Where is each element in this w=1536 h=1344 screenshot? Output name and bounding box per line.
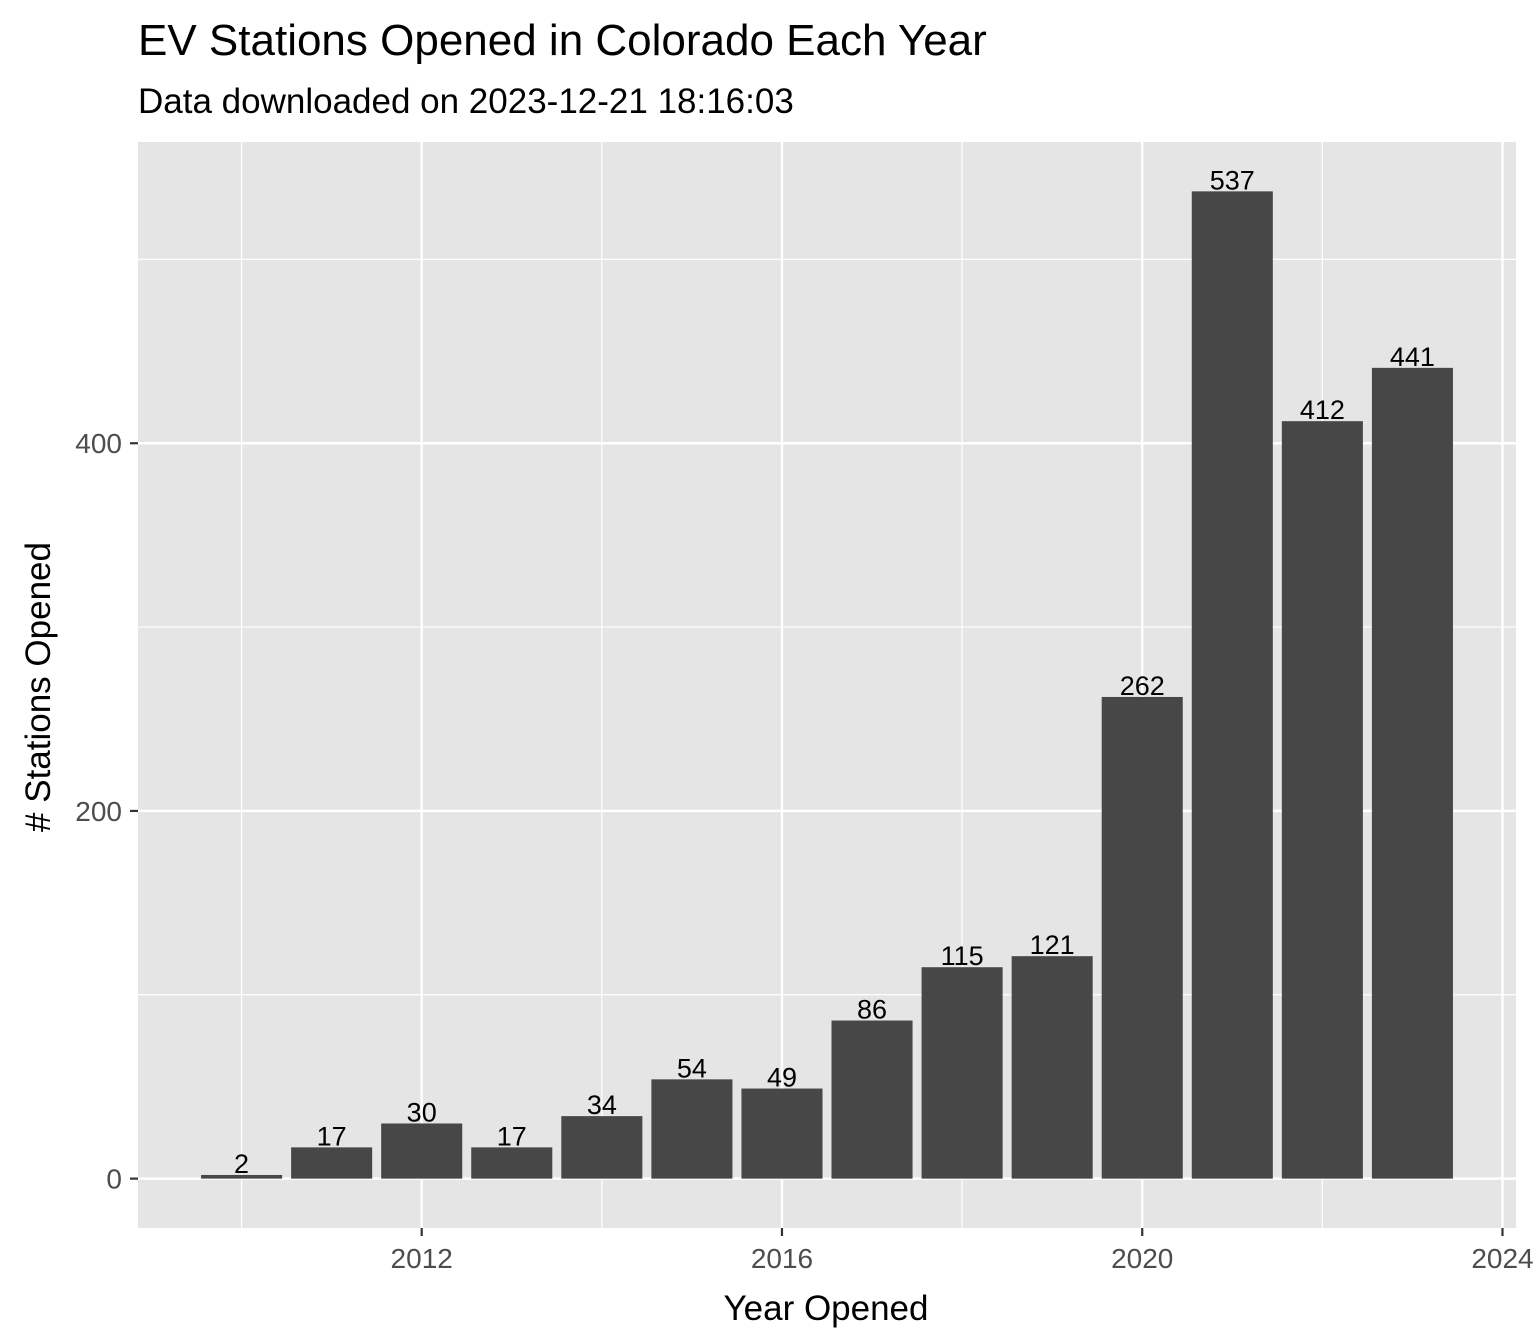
data-label-2019: 121	[1030, 930, 1075, 960]
data-label-2016: 49	[767, 1063, 797, 1093]
y-axis-title: # Stations Opened	[19, 542, 58, 832]
x-tick-label: 2012	[391, 1243, 453, 1274]
data-label-2012: 30	[407, 1097, 437, 1127]
x-tick-label: 2016	[751, 1243, 813, 1274]
x-tick-label: 2020	[1111, 1243, 1173, 1274]
bar-2020	[1101, 696, 1183, 1179]
data-label-2014: 34	[587, 1090, 617, 1120]
chart-title: EV Stations Opened in Colorado Each Year	[138, 16, 987, 65]
x-axis-title: Year Opened	[724, 1289, 929, 1328]
bar-2014	[561, 1116, 643, 1179]
bar-2015	[651, 1079, 733, 1179]
y-tick-label: 400	[75, 428, 122, 459]
bar-2022	[1281, 421, 1363, 1179]
data-label-2013: 17	[497, 1121, 527, 1151]
data-label-2015: 54	[677, 1053, 707, 1083]
y-tick-label: 0	[106, 1164, 122, 1195]
data-label-2011: 17	[317, 1121, 347, 1151]
bar-2018	[921, 967, 1003, 1179]
bar-2023	[1371, 367, 1453, 1179]
data-label-2017: 86	[857, 995, 887, 1025]
chart-subtitle: Data downloaded on 2023-12-21 18:16:03	[138, 82, 794, 121]
x-axis: 2012 2016 2020 2024	[391, 1228, 1534, 1274]
data-label-2010: 2	[234, 1149, 249, 1179]
bar-2012	[381, 1123, 463, 1179]
bar-2016	[741, 1088, 823, 1179]
bar-2010	[201, 1174, 283, 1179]
bar-2017	[831, 1020, 913, 1179]
data-label-2021: 537	[1210, 165, 1255, 195]
bar-2011	[291, 1147, 373, 1179]
bar-2013	[471, 1147, 553, 1179]
y-tick-label: 200	[75, 796, 122, 827]
y-axis: 0 200 400	[75, 428, 138, 1195]
data-label-2022: 412	[1300, 395, 1345, 425]
bar-2021	[1191, 191, 1273, 1179]
data-label-2020: 262	[1120, 671, 1165, 701]
bars	[201, 191, 1453, 1179]
x-tick-label: 2024	[1471, 1243, 1533, 1274]
data-label-2018: 115	[941, 941, 984, 971]
bar-2019	[1011, 956, 1093, 1179]
data-labels: 2 17 30 17 34 54 49 86 115 121 262 537 412 441	[234, 165, 1435, 1179]
data-label-2023: 441	[1390, 342, 1435, 372]
